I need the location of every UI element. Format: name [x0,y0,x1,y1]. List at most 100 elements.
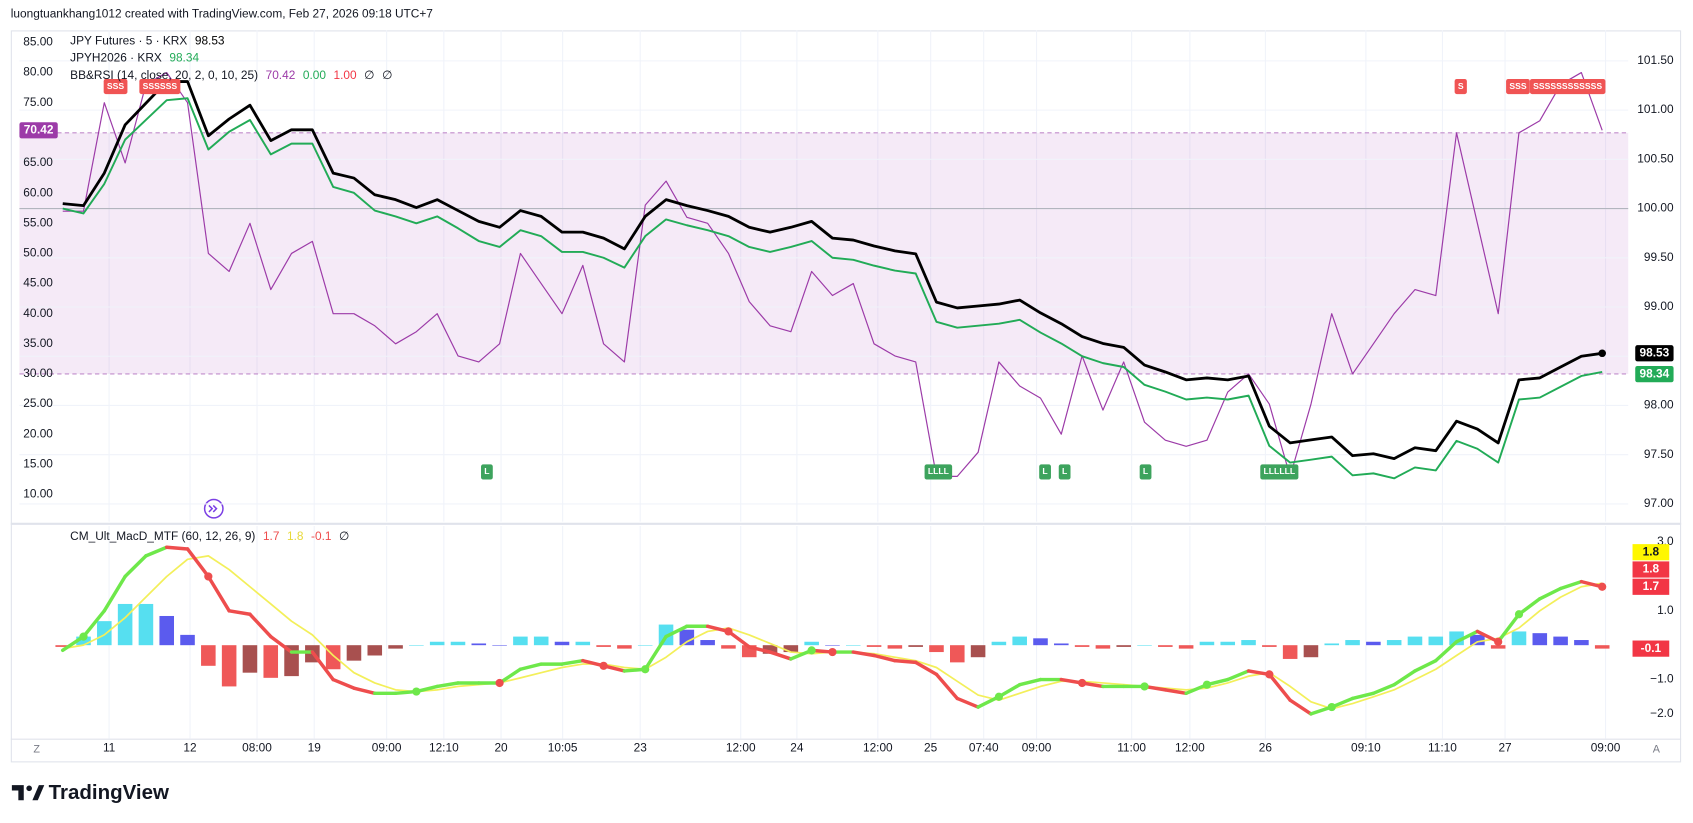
macd-segment [643,634,668,671]
signal-box [1506,78,1530,95]
macd-segment [1517,597,1542,616]
cross-dot [79,632,88,641]
macd-segment [1371,682,1396,696]
y-tick-label: 25.00 [23,396,53,410]
logo-dot [26,785,32,792]
x-tick-label: 11 [103,741,116,755]
histogram-bar [388,645,403,649]
x-tick-label: 09:00 [1022,741,1052,755]
plot-layer: 10.00 15.00 20.00 25.00 30.00 35.00 40.00 45.00… [19,30,1674,755]
histogram-bar [1241,640,1256,646]
macd-segment [1226,669,1251,682]
macd-segment [1454,629,1480,644]
x-tick-label: 12:00 [1175,741,1205,755]
signal-box [1454,78,1467,95]
auto-button[interactable]: A [1653,743,1661,755]
legend-name: BB&RSI (14, close, 20, 2, 0, 10, 25) [70,68,258,82]
legend-value: 0.00 [303,68,326,82]
rsi-line [62,71,1603,477]
histogram-bar [1407,636,1423,646]
macd-segment [1496,612,1521,644]
signal-label: LLLL [928,466,949,476]
macd-segment [497,667,523,685]
macd-segment [1267,672,1292,702]
histogram-bar [1324,643,1340,646]
macd-segment [664,624,689,639]
histogram-bar [325,645,341,670]
purple-goto-icon[interactable] [203,498,224,519]
histogram-bar [1345,640,1360,646]
histogram-bar [409,645,424,646]
cross-dot [599,661,608,670]
y2-tick-label: 97.50 [1644,447,1674,461]
macd-segment [206,574,231,613]
signal-box [103,78,128,95]
y-tick-label: 85.00 [23,35,53,49]
signal-label: SSSSSSSSSSSS [1533,81,1602,91]
macd-segment [1392,669,1417,687]
histogram-bar [1386,640,1402,646]
y2-tick-label: 100.50 [1637,151,1674,165]
signal-label: SSS [1509,81,1527,91]
cross-dot [1140,682,1149,691]
macd-segment [310,650,335,682]
cross-dot [641,665,650,674]
histogram-bar [1366,641,1381,646]
macd-segment [269,634,294,654]
price-badge [1635,345,1674,362]
legend-value: 98.53 [195,33,225,47]
macd-segment [1434,640,1459,663]
legend-value: 1.7 [263,529,280,543]
macd-segment [185,547,211,579]
histogram-bar [1074,645,1090,647]
histogram-bar [97,621,112,646]
cross-dot [495,678,504,688]
x-tick-label: 12:10 [429,741,459,755]
y-tick-label: −1.0 [1650,672,1674,686]
legend-value: -0.1 [311,529,332,543]
legend-value: ∅ [339,529,349,543]
signal-box [139,78,181,95]
tradingview-logo: TradingView [11,781,169,804]
signal-label: L [1062,466,1067,476]
cross-dot [1327,702,1336,712]
signal-box [1058,464,1071,480]
legend-value: 1.8 [287,529,304,543]
y-tick-label: 30.00 [23,366,53,380]
signal-label: S [1458,81,1464,91]
histogram-bar [221,645,237,687]
histogram-bar [1199,641,1215,646]
x-tick-label: 25 [924,741,938,755]
histogram-bar [1470,634,1485,646]
signal-box [1039,464,1051,480]
histogram-bar [554,641,570,646]
x-tick-label: 10:05 [548,741,578,755]
x-tick-label: 26 [1259,741,1273,755]
macd-segment [1413,658,1438,673]
zoom-button[interactable]: Z [33,743,40,755]
last-price-dot [1598,349,1606,358]
macd-segment [872,653,897,663]
legend-name: CM_Ult_MacD_MTF (60, 12, 26, 9) [70,529,255,543]
histogram-bar [1137,645,1152,646]
y-tick-label: 1.0 [1657,603,1674,617]
histogram-bar [845,645,861,646]
logo-text: TradingView [49,781,169,804]
y2-tick-label: 99.00 [1644,299,1674,313]
cross-dot [807,646,816,655]
macd-segment [227,609,252,616]
x-tick-label: 09:00 [1591,741,1621,755]
price-badge [19,122,58,139]
legend-name: JPYH2026 · KRX [70,51,162,65]
macd-segment [165,545,190,551]
rsi-band [19,132,1629,374]
histogram-bar [513,636,528,646]
macd-segment [248,612,273,639]
macd-segment [81,609,107,639]
y-tick-label: 35.00 [23,336,53,350]
histogram-bar [1428,636,1444,646]
histogram-bar [1178,645,1194,649]
histogram-bar [783,645,799,653]
cross-dot [412,687,421,696]
